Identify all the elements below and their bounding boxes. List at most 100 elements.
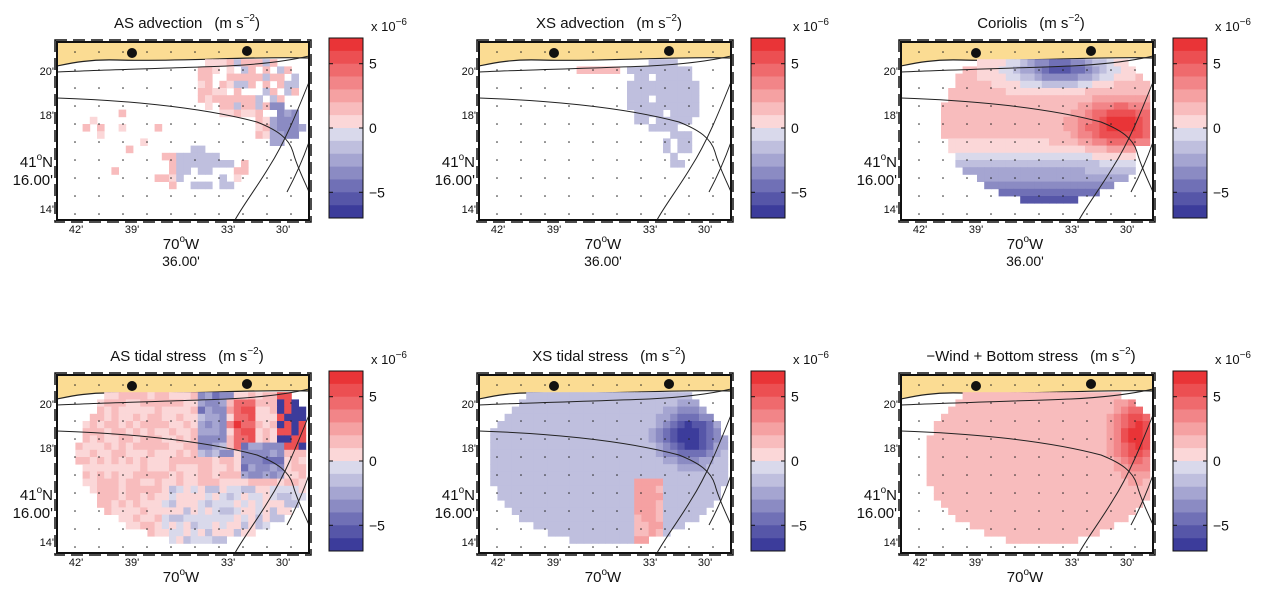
grid-dot: [290, 141, 292, 143]
data-cell: [1027, 102, 1035, 110]
data-cell: [955, 457, 963, 465]
data-cell: [97, 406, 105, 415]
data-cell: [1020, 124, 1028, 132]
data-cell: [1056, 428, 1064, 436]
data-cell: [1077, 399, 1086, 407]
data-cell: [1099, 95, 1107, 103]
data-cell: [1020, 428, 1028, 436]
data-cell: [183, 478, 191, 487]
x-tick-label: 33': [1065, 557, 1079, 569]
data-cell: [140, 399, 148, 407]
data-cell: [547, 485, 556, 494]
data-cell: [677, 145, 685, 154]
grid-dot: [640, 456, 642, 458]
data-cell: [933, 457, 942, 465]
data-cell: [241, 521, 249, 530]
data-cell: [977, 167, 985, 175]
data-cell: [219, 507, 227, 515]
data-cell: [205, 73, 213, 82]
data-cell: [977, 174, 985, 182]
data-cell: [1063, 160, 1071, 168]
data-cell: [641, 521, 649, 530]
grid-dot: [194, 420, 196, 422]
data-cell: [933, 449, 942, 458]
map-frame: [478, 374, 732, 554]
data-cell: [1063, 464, 1071, 472]
data-cell: [991, 507, 999, 515]
data-cell: [1049, 66, 1057, 74]
data-cell: [111, 464, 119, 472]
data-cell: [241, 435, 249, 443]
data-cell: [212, 449, 220, 458]
data-cell: [991, 442, 999, 451]
data-cell: [169, 152, 177, 161]
data-cell: [569, 536, 577, 544]
data-cell: [984, 471, 992, 479]
data-cell: [183, 406, 191, 415]
data-cell: [977, 145, 985, 154]
data-cell: [991, 478, 999, 487]
data-cell: [1056, 514, 1064, 523]
colorbar-swatch: [1173, 396, 1207, 410]
data-cell: [977, 66, 985, 74]
grid-dot: [640, 159, 642, 161]
data-cell: [277, 428, 285, 436]
data-cell: [183, 167, 191, 175]
grid-dot: [98, 456, 100, 458]
data-cell: [190, 457, 199, 465]
data-cell: [706, 500, 714, 508]
grid-dot: [640, 474, 642, 476]
data-cell: [1092, 435, 1100, 443]
data-cell: [655, 442, 664, 451]
data-cell: [576, 521, 585, 530]
grid-dot: [146, 213, 148, 215]
data-cell: [1013, 406, 1021, 415]
data-cell: [1070, 131, 1079, 139]
data-cell: [97, 442, 105, 451]
data-cell: [140, 428, 148, 436]
data-cell: [248, 59, 256, 67]
data-cell: [133, 428, 141, 436]
data-cell: [89, 471, 98, 479]
data-cell: [677, 66, 685, 74]
data-cell: [670, 485, 678, 494]
data-cell: [1049, 95, 1057, 103]
grid-dot: [640, 546, 642, 548]
grid-dot: [990, 510, 992, 512]
grid-dot: [146, 123, 148, 125]
data-cell: [677, 478, 685, 487]
data-cell: [169, 421, 177, 429]
data-cell: [1027, 521, 1035, 530]
data-cell: [533, 485, 541, 494]
data-cell: [176, 449, 184, 458]
data-cell: [133, 471, 141, 479]
colorbar-tick-label: 5: [791, 389, 799, 405]
data-cell: [691, 109, 700, 118]
data-cell: [147, 435, 155, 443]
data-cell: [991, 152, 999, 161]
grid-dot: [712, 528, 714, 530]
data-cell: [1013, 457, 1021, 465]
data-cell: [670, 421, 678, 429]
grid-dot: [1062, 213, 1064, 215]
data-cell: [1106, 160, 1115, 168]
grid-dot: [918, 105, 920, 107]
data-cell: [118, 485, 127, 494]
data-cell: [1027, 500, 1035, 508]
data-cell: [605, 536, 613, 544]
data-cell: [1113, 152, 1122, 161]
data-cell: [962, 464, 971, 472]
data-cell: [598, 478, 606, 487]
colorbar-swatch: [329, 486, 363, 500]
data-cell: [1020, 464, 1028, 472]
data-cell: [1121, 80, 1129, 89]
grid-dot: [496, 474, 498, 476]
x-tick-label: 33': [221, 224, 235, 236]
units-text: (m s: [214, 15, 243, 32]
colorbar-swatch: [329, 50, 363, 65]
grid-dot: [496, 420, 498, 422]
y-tick-label: 20': [40, 66, 54, 78]
data-cell: [627, 80, 635, 89]
data-cell: [1041, 485, 1050, 494]
x-tick-label: 42': [69, 224, 83, 236]
